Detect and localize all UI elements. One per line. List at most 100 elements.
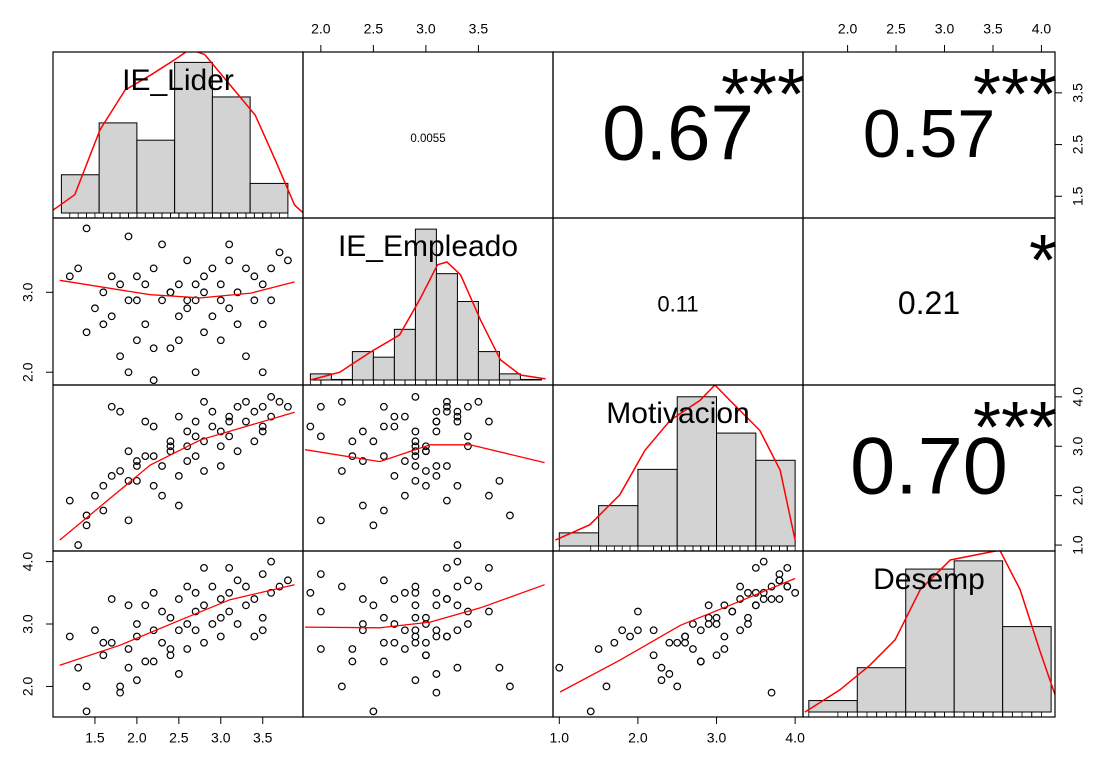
point [704, 620, 713, 628]
point [183, 427, 192, 436]
y-tick-label: 2.0 [20, 676, 36, 696]
point [200, 328, 208, 337]
histogram-bar [211, 96, 251, 214]
histogram-bar [435, 273, 458, 381]
point [379, 613, 388, 622]
point [411, 437, 420, 446]
point [124, 368, 133, 377]
point [107, 272, 116, 281]
point [183, 620, 192, 628]
point [216, 595, 225, 603]
point [149, 344, 158, 353]
point [242, 601, 250, 610]
point [783, 563, 792, 572]
point [116, 467, 125, 475]
point [337, 467, 346, 475]
point [183, 256, 192, 265]
point [107, 595, 116, 603]
point [132, 462, 141, 470]
point [225, 417, 234, 426]
point [107, 472, 116, 480]
point [453, 481, 462, 490]
point [242, 352, 250, 361]
point [225, 256, 234, 265]
point [432, 626, 441, 635]
x-tick-label: 3.0 [935, 21, 955, 37]
y-tick-label: 2.0 [1070, 486, 1086, 506]
fit-panel [559, 577, 796, 693]
variable-name: Desemp [873, 563, 985, 596]
point [594, 645, 603, 653]
point [258, 280, 267, 289]
x-tick-label: 3.0 [211, 730, 231, 746]
point [166, 344, 175, 353]
x-tick-label: 4.0 [785, 730, 805, 746]
point [348, 437, 357, 446]
point [358, 457, 367, 465]
point [421, 481, 430, 490]
point [132, 620, 141, 628]
point [610, 638, 619, 647]
point [432, 601, 441, 610]
point [216, 462, 225, 470]
x-tick-label: 2.0 [311, 21, 331, 37]
point [166, 288, 175, 297]
point [233, 447, 242, 456]
point [132, 676, 141, 685]
histogram-bar [174, 61, 213, 214]
scatter-panel [306, 557, 514, 716]
point [495, 476, 504, 485]
point [82, 328, 91, 337]
point [132, 336, 141, 345]
point [149, 422, 158, 431]
y-tick-label: 4.0 [1070, 387, 1086, 407]
point [200, 288, 208, 297]
histogram-panel [555, 385, 796, 551]
point [141, 280, 150, 289]
point [411, 588, 420, 597]
point [275, 248, 284, 257]
histogram-bar [98, 122, 138, 214]
point [225, 563, 234, 572]
point [191, 280, 200, 289]
point [379, 422, 388, 431]
correlation-value: 0.57 [863, 96, 995, 172]
point [390, 638, 399, 647]
smooth-line [59, 411, 295, 541]
point [174, 670, 183, 678]
point [283, 576, 292, 585]
point [464, 576, 472, 585]
point [411, 476, 420, 485]
point [183, 582, 192, 591]
point [132, 476, 141, 485]
point [267, 557, 276, 566]
point [233, 402, 242, 411]
point [443, 402, 451, 411]
point [316, 645, 325, 653]
point [390, 412, 399, 421]
point [116, 280, 125, 289]
point [124, 447, 133, 456]
point [775, 570, 784, 578]
point [586, 707, 595, 716]
point [421, 638, 430, 647]
point [485, 417, 493, 426]
point [258, 570, 267, 578]
point [634, 626, 642, 635]
point [432, 632, 441, 641]
panel-border [802, 550, 1056, 718]
significance-stars: *** [721, 55, 805, 135]
histogram-bar [351, 351, 374, 381]
density-line [53, 52, 303, 214]
x-tick-label: 1.0 [550, 730, 570, 746]
point [225, 240, 234, 249]
histogram-bar [456, 301, 479, 381]
point [421, 467, 430, 475]
point [242, 264, 250, 273]
point [242, 397, 250, 406]
histogram-bar [953, 560, 1004, 713]
point [225, 412, 234, 421]
point [99, 288, 108, 297]
point [166, 613, 175, 622]
point [443, 397, 451, 406]
